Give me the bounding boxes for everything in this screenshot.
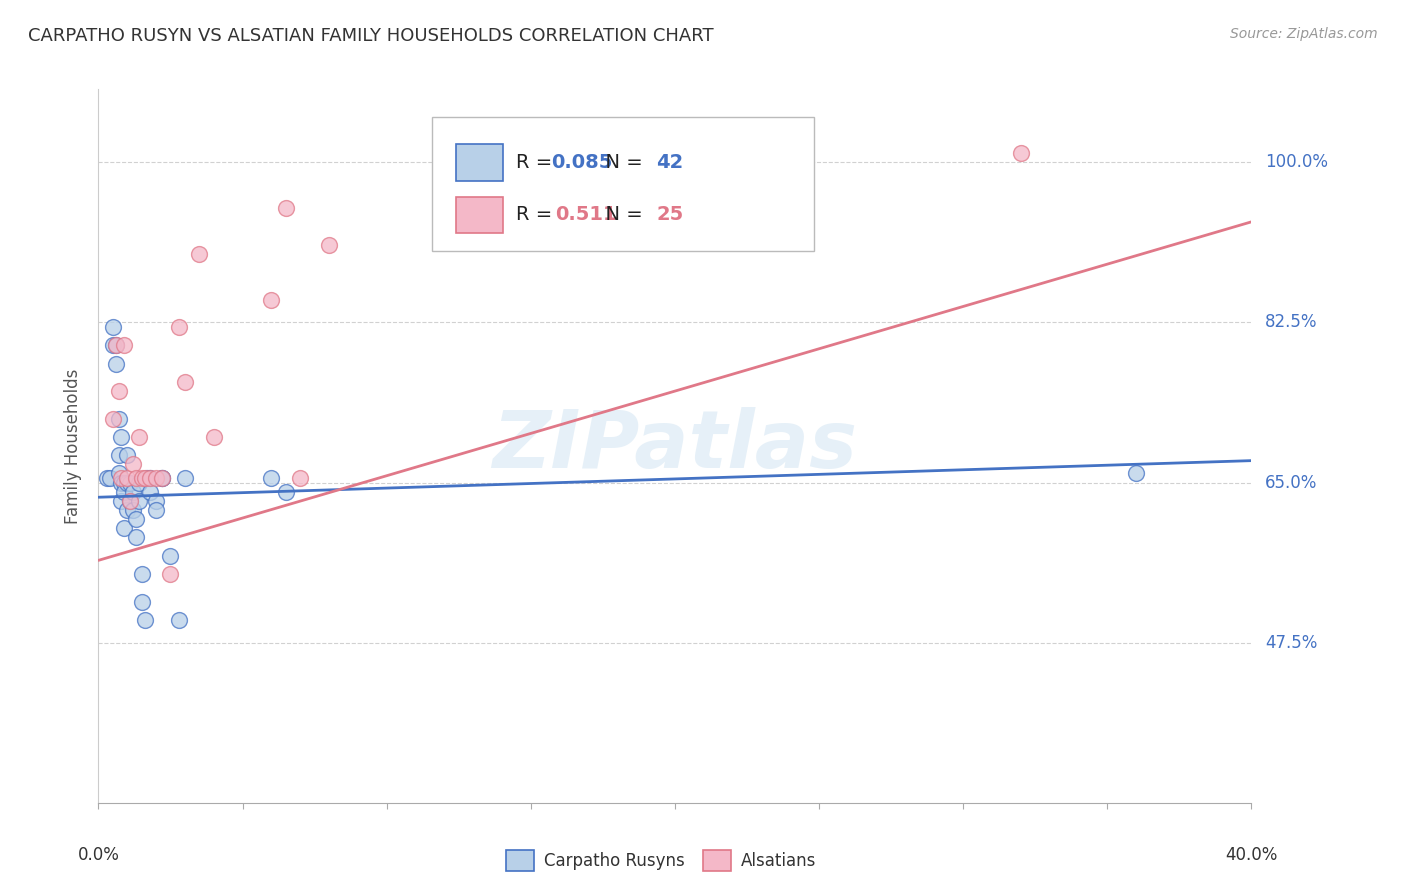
- Point: [110, 471, 132, 485]
- Point: [136, 471, 159, 485]
- Text: 82.5%: 82.5%: [1265, 313, 1317, 332]
- Point: [101, 411, 124, 425]
- Point: [174, 471, 197, 485]
- Text: 42: 42: [657, 153, 683, 172]
- Text: CARPATHO RUSYN VS ALSATIAN FAMILY HOUSEHOLDS CORRELATION CHART: CARPATHO RUSYN VS ALSATIAN FAMILY HOUSEH…: [28, 27, 714, 45]
- Text: Alsatians: Alsatians: [741, 852, 817, 870]
- Point: [159, 567, 181, 582]
- Y-axis label: Family Households: Family Households: [65, 368, 83, 524]
- Point: [145, 471, 167, 485]
- Point: [125, 531, 148, 545]
- Point: [167, 613, 190, 627]
- Text: ZIPatlas: ZIPatlas: [492, 407, 858, 485]
- Point: [145, 494, 167, 508]
- Point: [120, 475, 142, 490]
- Point: [110, 494, 132, 508]
- Point: [174, 375, 197, 389]
- Point: [98, 471, 121, 485]
- Point: [131, 471, 153, 485]
- Point: [274, 484, 297, 499]
- Text: R =: R =: [516, 153, 558, 172]
- Point: [150, 471, 173, 485]
- Point: [107, 467, 129, 481]
- Point: [117, 475, 138, 490]
- Point: [117, 471, 138, 485]
- Point: [112, 338, 135, 352]
- Point: [112, 521, 135, 535]
- Text: 0.0%: 0.0%: [77, 846, 120, 863]
- Text: N =: N =: [593, 153, 650, 172]
- Point: [104, 338, 127, 352]
- Text: N =: N =: [593, 205, 650, 225]
- Point: [1125, 467, 1147, 481]
- Point: [122, 484, 145, 499]
- Point: [159, 549, 181, 563]
- Point: [131, 567, 153, 582]
- Point: [131, 594, 153, 608]
- Point: [139, 471, 162, 485]
- Point: [128, 494, 150, 508]
- Point: [120, 494, 142, 508]
- Text: 40.0%: 40.0%: [1225, 846, 1278, 863]
- Point: [139, 471, 162, 485]
- Point: [318, 237, 340, 252]
- Point: [112, 475, 135, 490]
- Point: [110, 430, 132, 444]
- Point: [290, 471, 312, 485]
- Point: [260, 471, 283, 485]
- Text: 100.0%: 100.0%: [1265, 153, 1329, 171]
- Point: [110, 475, 132, 490]
- Text: 0.511: 0.511: [555, 205, 616, 225]
- Point: [117, 503, 138, 517]
- Point: [96, 471, 118, 485]
- Point: [150, 471, 173, 485]
- Point: [139, 484, 162, 499]
- Point: [120, 494, 142, 508]
- Point: [274, 201, 297, 215]
- Point: [101, 320, 124, 334]
- Text: R =: R =: [516, 205, 565, 225]
- Point: [134, 613, 156, 627]
- Text: Source: ZipAtlas.com: Source: ZipAtlas.com: [1230, 27, 1378, 41]
- Point: [125, 471, 148, 485]
- Point: [101, 338, 124, 352]
- Point: [202, 430, 225, 444]
- Text: Carpatho Rusyns: Carpatho Rusyns: [544, 852, 685, 870]
- Point: [128, 475, 150, 490]
- Point: [145, 503, 167, 517]
- Point: [107, 448, 129, 462]
- Point: [125, 512, 148, 526]
- Point: [117, 448, 138, 462]
- Point: [122, 458, 145, 472]
- Point: [128, 430, 150, 444]
- Text: 25: 25: [657, 205, 683, 225]
- Point: [188, 247, 211, 261]
- Point: [167, 320, 190, 334]
- Point: [150, 471, 173, 485]
- Point: [107, 384, 129, 398]
- Point: [112, 484, 135, 499]
- Text: 47.5%: 47.5%: [1265, 633, 1317, 652]
- Point: [1010, 146, 1032, 161]
- Text: 0.085: 0.085: [551, 153, 613, 172]
- Point: [122, 503, 145, 517]
- Point: [104, 357, 127, 371]
- Point: [104, 338, 127, 352]
- Text: 65.0%: 65.0%: [1265, 474, 1317, 491]
- Point: [260, 293, 283, 307]
- Point: [134, 471, 156, 485]
- Point: [107, 411, 129, 425]
